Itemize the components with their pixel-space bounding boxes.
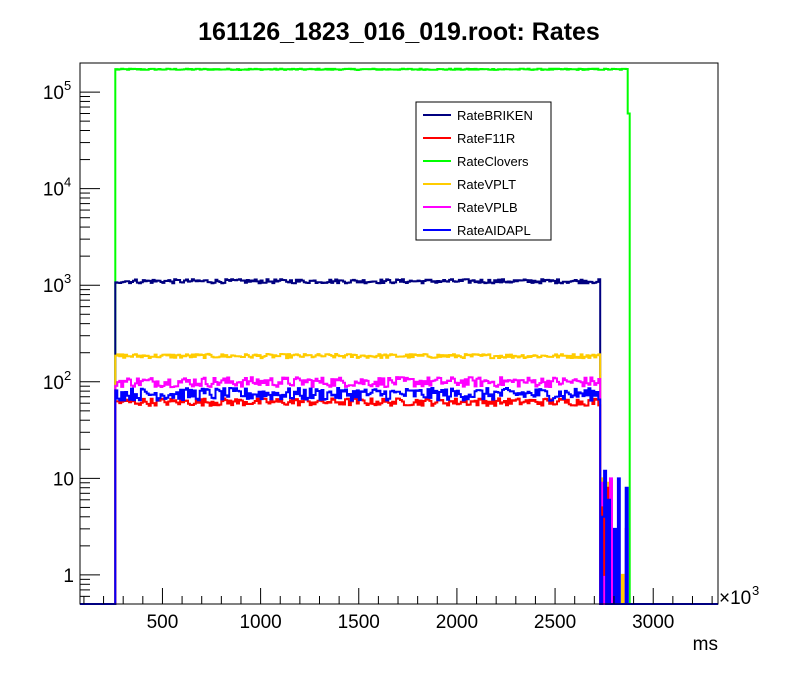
y-tick-exponent: 2 bbox=[64, 368, 71, 383]
legend: RateBRIKEN RateF11R RateClovers RateVPLT Rat… bbox=[415, 101, 552, 241]
y-tick-label: 10 bbox=[53, 469, 74, 490]
legend-label-RateBRIKEN: RateBRIKEN bbox=[457, 108, 533, 123]
y-tick-label: 10 bbox=[43, 373, 64, 394]
x-tick-label: 500 bbox=[147, 612, 179, 633]
y-tick-exponent: 5 bbox=[64, 78, 71, 93]
y-tick-label: 10 bbox=[43, 180, 64, 201]
x-tick-label: 1500 bbox=[338, 612, 380, 633]
plot-frame bbox=[79, 62, 719, 605]
legend-label-RateClovers: RateClovers bbox=[457, 154, 529, 169]
x-multiplier-exponent: 3 bbox=[752, 583, 759, 598]
x-tick-label: 2500 bbox=[534, 612, 576, 633]
legend-label-RateAIDAPL: RateAIDAPL bbox=[457, 223, 531, 238]
legend-label-RateVPLB: RateVPLB bbox=[457, 200, 518, 215]
y-tick-label: 1 bbox=[63, 566, 74, 587]
x-tick-label: 1000 bbox=[239, 612, 281, 633]
y-tick-exponent: 3 bbox=[64, 271, 71, 286]
x-tick-label: 2000 bbox=[436, 612, 478, 633]
series-RateF11R bbox=[80, 397, 718, 605]
x-multiplier-base: ×10 bbox=[719, 588, 751, 609]
y-tick-label: 10 bbox=[43, 276, 64, 297]
x-tick-label: 3000 bbox=[632, 612, 674, 633]
x-axis-label: ms bbox=[693, 634, 718, 655]
series-RateClovers bbox=[80, 67, 718, 605]
legend-label-RateF11R: RateF11R bbox=[457, 131, 515, 146]
legend-box bbox=[415, 101, 552, 241]
series-RateBRIKEN bbox=[80, 278, 718, 605]
y-tick-exponent: 4 bbox=[64, 175, 71, 190]
series-RateVPLT bbox=[80, 352, 718, 605]
y-tick-label: 10 bbox=[43, 83, 64, 104]
series-curves bbox=[80, 67, 718, 605]
legend-label-RateVPLT: RateVPLT bbox=[457, 177, 516, 192]
x-axis-ticks: 500 1000 1500 2000 2500 3000 bbox=[83, 588, 713, 633]
chart-title: 161126_1823_016_019.root: Rates bbox=[198, 18, 600, 46]
x-axis-multiplier: ×10 3 bbox=[719, 583, 759, 609]
series-RateVPLB bbox=[80, 376, 718, 605]
series-RateAIDAPL bbox=[80, 387, 718, 605]
